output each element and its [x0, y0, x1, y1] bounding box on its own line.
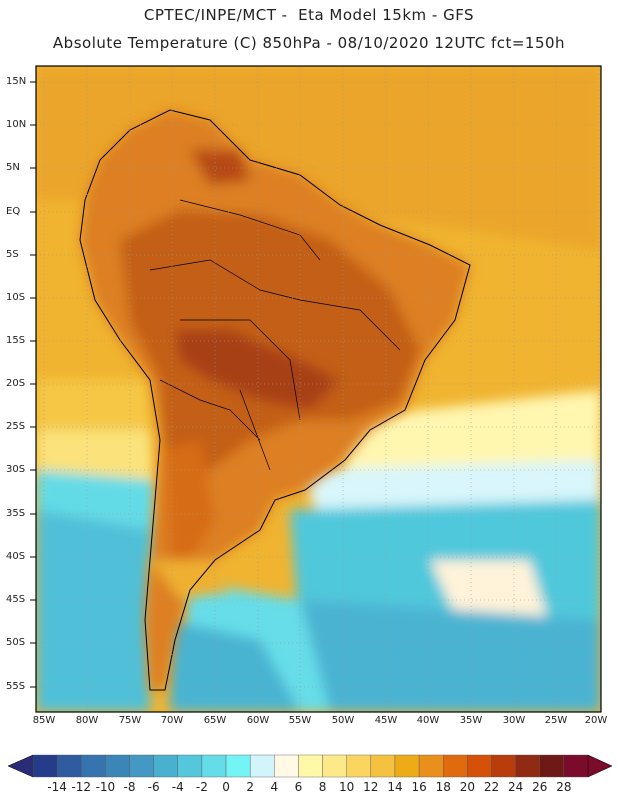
colorbar-swatch [201, 754, 227, 778]
colorbar-swatch [105, 754, 130, 778]
colorbar-tick-label: -14 [47, 780, 67, 794]
coastline [79, 109, 471, 691]
lat-label: 30S [6, 464, 26, 475]
lat-label: 20S [6, 378, 26, 389]
colorbar-swatch [346, 754, 372, 778]
colorbar-swatch [322, 754, 347, 778]
colorbar [7, 754, 613, 778]
axis-ticks [30, 81, 36, 688]
lat-label: 25S [6, 421, 26, 432]
chart-title-line2: Absolute Temperature (C) 850hPa - 08/10/… [52, 34, 566, 52]
colorbar-tick-label: -2 [195, 780, 208, 794]
lon-label: 20W [584, 715, 608, 726]
colorbar-tick-label: 28 [556, 780, 572, 794]
map-frame [35, 65, 602, 713]
colorbar-tick-label: 22 [483, 780, 500, 794]
colorbar-swatch [491, 754, 516, 778]
chart-title-line1: CPTEC/INPE/MCT - Eta Model 15km - GFS [143, 6, 475, 24]
lat-label: 45S [6, 594, 26, 605]
colorbar-swatch [443, 754, 468, 778]
colorbar-swatch [153, 754, 178, 778]
lon-label: 85W [32, 715, 56, 726]
lon-label: 75W [118, 715, 142, 726]
lon-label: 45W [374, 715, 398, 726]
colorbar-arrow-high [587, 754, 613, 778]
field-atlantic-deep [300, 600, 601, 712]
lon-label: 55W [288, 715, 312, 726]
colorbar-tick-label: 8 [318, 780, 327, 794]
colorbar-tick-label: -4 [171, 780, 184, 794]
colorbar-swatch [418, 754, 444, 778]
colorbar-tick-label: -8 [123, 780, 136, 794]
colorbar-tick-label: -10 [95, 780, 116, 794]
lat-label: 5S [6, 249, 19, 260]
lat-label: 40S [6, 551, 26, 562]
colorbar-swatch [394, 754, 420, 778]
lat-label: 5N [6, 162, 20, 173]
colorbar-tick-label: 0 [222, 780, 230, 794]
lat-label: 10N [6, 119, 27, 130]
lon-label: 25W [544, 715, 568, 726]
country-borders [149, 199, 401, 471]
lat-label: 15N [6, 76, 27, 87]
field-patagonia-warm [150, 560, 230, 600]
lon-label: 60W [246, 715, 270, 726]
lat-label: 15S [6, 335, 26, 346]
lat-label: 50S [6, 637, 26, 648]
colorbar-tick-label: 6 [294, 780, 303, 794]
colorbar-tick-label: 16 [411, 780, 427, 794]
colorbar-tick-label: -6 [147, 780, 160, 794]
colorbar-tick-label: 2 [246, 780, 254, 794]
colorbar-tick-label: 18 [435, 780, 451, 794]
colorbar-tick-label: -12 [71, 780, 92, 794]
field-pacific-blue [36, 510, 150, 712]
colorbar-tick-label: 12 [363, 780, 379, 794]
lon-label: 40W [416, 715, 440, 726]
colorbar-tick-label: 26 [532, 780, 548, 794]
lon-label: 35W [459, 715, 483, 726]
colorbar-tick-label: 14 [387, 780, 403, 794]
lon-label: 30W [502, 715, 526, 726]
lon-label: 70W [160, 715, 184, 726]
colorbar-swatch [563, 754, 589, 778]
colorbar-swatch [515, 754, 540, 778]
lat-label: 10S [6, 292, 26, 303]
lon-label: 80W [75, 715, 99, 726]
colorbar-tick-label: 24 [507, 780, 524, 794]
lat-label: EQ [6, 206, 21, 217]
colorbar-swatch [81, 754, 106, 778]
colorbar-swatch [56, 754, 82, 778]
colorbar-tick-label: 4 [270, 780, 279, 794]
temperature-map [30, 65, 602, 713]
colorbar-swatch [177, 754, 203, 778]
colorbar-swatch [129, 754, 154, 778]
colorbar-swatch [370, 754, 396, 778]
colorbar-tick-label: 20 [459, 780, 475, 794]
colorbar-tick-label: 10 [339, 780, 355, 794]
lon-label: 65W [203, 715, 227, 726]
colorbar-swatch [467, 754, 492, 778]
field-venezuela-hot [190, 150, 250, 185]
lat-label: 55S [6, 681, 26, 692]
colorbar-swatch [32, 754, 58, 778]
colorbar-swatch [274, 754, 299, 778]
colorbar-swatch [249, 754, 275, 778]
field-south-blue [170, 620, 300, 712]
field-argentina-warm [165, 440, 215, 560]
colorbar-arrow-low [7, 754, 34, 778]
colorbar-swatch [225, 754, 251, 778]
field-continent-hotter [175, 330, 340, 410]
lat-label: 35S [6, 508, 26, 519]
temperature-field [36, 66, 601, 712]
colorbar-swatch [539, 754, 565, 778]
lon-label: 50W [331, 715, 355, 726]
colorbar-swatch [298, 754, 323, 778]
